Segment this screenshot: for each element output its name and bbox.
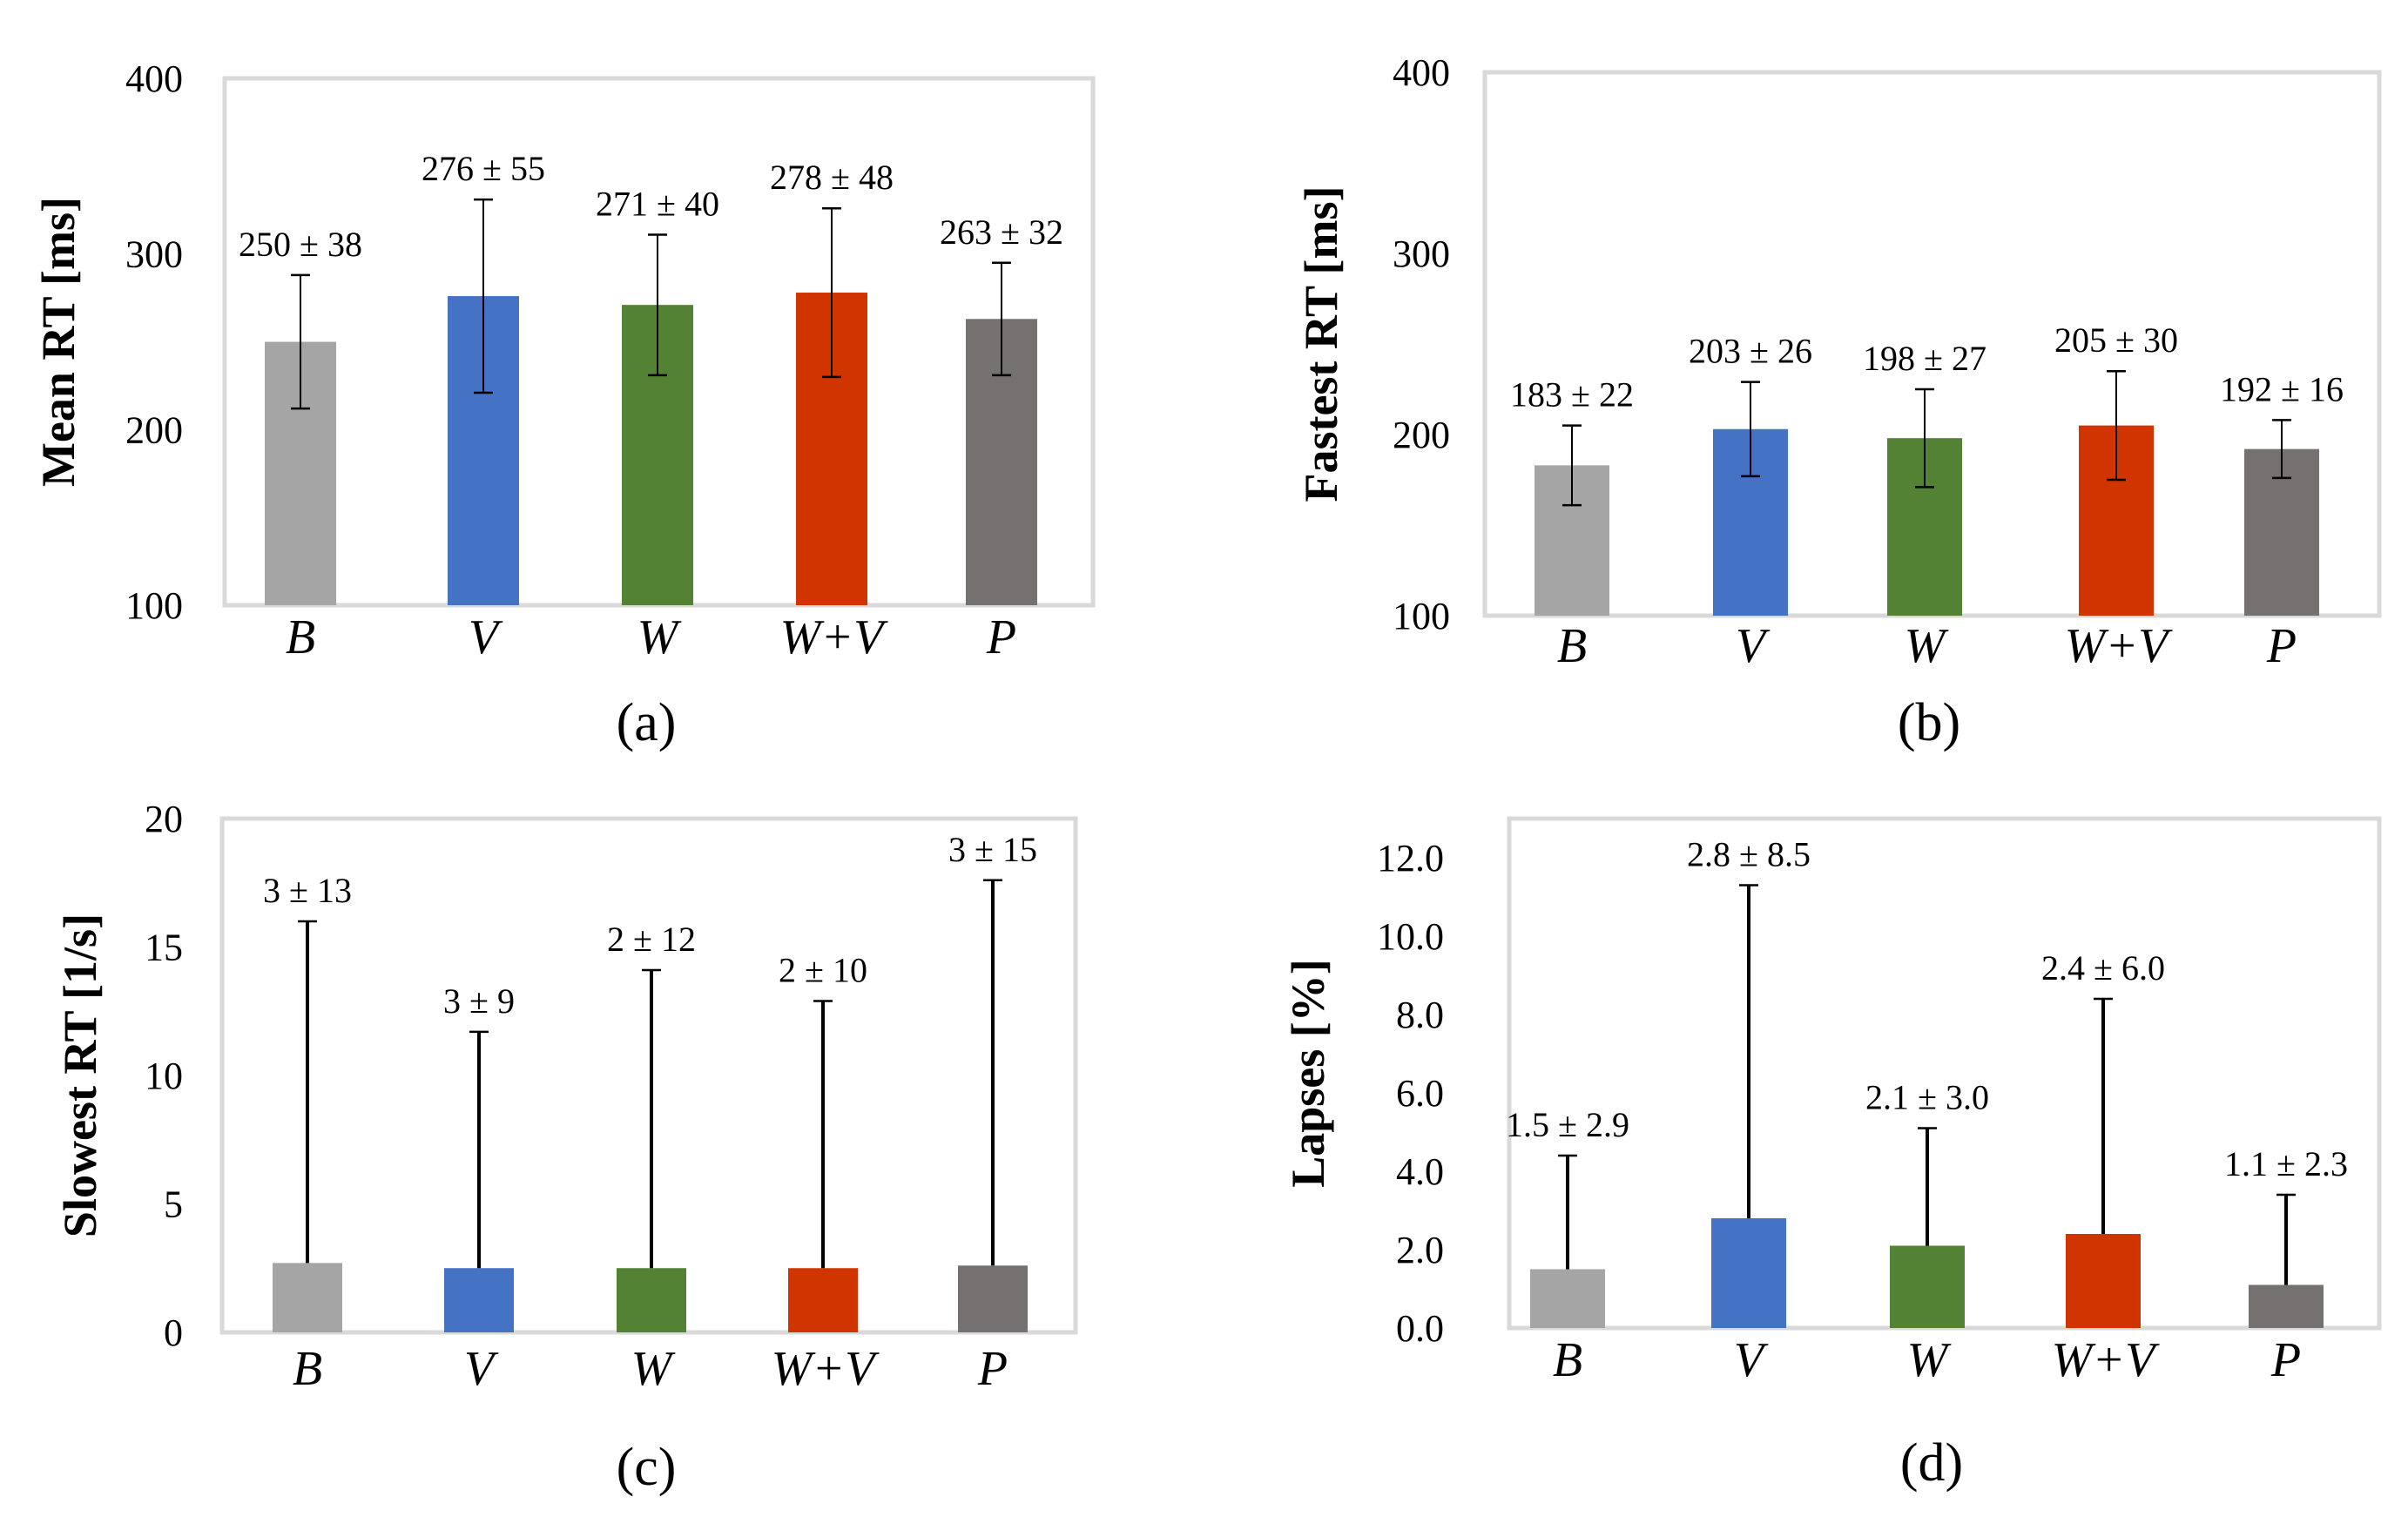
y-axis-label: Mean RT [ms] xyxy=(32,197,84,487)
y-tick-label: 5 xyxy=(164,1183,183,1226)
x-category-label: W+V xyxy=(772,1342,880,1396)
y-tick-label: 6.0 xyxy=(1396,1072,1444,1115)
y-tick-label: 4.0 xyxy=(1396,1150,1444,1193)
bar-B xyxy=(273,1263,342,1332)
y-tick-label: 100 xyxy=(125,584,183,627)
chart-panel-d: 0.0 2.0 4.0 6.0 8.0 10.0 12.0 Lapses [%] 1.5 ± 2… xyxy=(1282,816,2382,1493)
chart-panel-a: 100 200 300 400 Mean RT [ms] 250 ± 38 B 276 ± 5… xyxy=(32,57,1096,752)
x-category-label: W xyxy=(631,1342,676,1396)
data-label: 198 ± 27 xyxy=(1863,339,1986,378)
y-tick-label: 20 xyxy=(145,798,183,840)
data-label: 263 ± 32 xyxy=(940,212,1063,252)
chart-panel-b: 100 200 300 400 Fastest RT [ms] 183 ± 22 B 203 … xyxy=(1295,51,2382,752)
y-tick-label: 0.0 xyxy=(1396,1307,1444,1350)
x-category-label: W+V xyxy=(2052,1333,2160,1387)
data-label: 2.4 ± 6.0 xyxy=(2041,948,2165,988)
x-category-label: B xyxy=(1553,1333,1582,1387)
y-tick-label: 10 xyxy=(145,1055,183,1097)
x-category-label: W xyxy=(1907,1333,1952,1387)
chart-panel-c: 0 5 10 15 20 Slowest RT [1/s] 3 ± 13 B 3 ± 9 V 2 ±… xyxy=(54,798,1078,1497)
y-axis-label: Fastest RT [ms] xyxy=(1295,185,1347,502)
x-category-label: W xyxy=(1905,619,1949,673)
y-tick-label: 2.0 xyxy=(1396,1229,1444,1271)
y-tick-label: 200 xyxy=(125,408,183,451)
bar-P xyxy=(958,1265,1028,1332)
bar-V xyxy=(1711,1218,1786,1328)
y-tick-label: 10.0 xyxy=(1377,915,1444,958)
data-label: 2 ± 12 xyxy=(607,920,696,959)
data-label: 1.1 ± 2.3 xyxy=(2224,1144,2348,1183)
data-label: 3 ± 9 xyxy=(443,981,515,1021)
data-label: 3 ± 13 xyxy=(263,871,352,910)
x-category-label: V xyxy=(1736,619,1771,673)
data-label: 2.8 ± 8.5 xyxy=(1687,835,1811,874)
data-label: 271 ± 40 xyxy=(596,184,719,223)
x-category-label: V xyxy=(469,610,503,664)
y-axis-label: Lapses [%] xyxy=(1282,959,1334,1188)
x-category-label: P xyxy=(986,610,1016,664)
y-tick-label: 400 xyxy=(1393,51,1450,94)
y-tick-label: 12.0 xyxy=(1377,837,1444,880)
x-category-label: W+V xyxy=(2065,619,2173,673)
y-tick-label: 200 xyxy=(1393,414,1450,456)
bar-P xyxy=(2249,1284,2324,1328)
x-category-label: W xyxy=(637,610,682,664)
x-category-label: B xyxy=(293,1342,322,1396)
y-tick-label: 300 xyxy=(125,233,183,276)
data-label: 205 ± 30 xyxy=(2054,320,2178,360)
y-axis-label: Slowest RT [1/s] xyxy=(54,913,106,1237)
x-category-label: V xyxy=(464,1342,499,1396)
data-label: 192 ± 16 xyxy=(2220,369,2344,408)
y-tick-label: 0 xyxy=(164,1311,183,1354)
x-category-label: P xyxy=(2266,619,2297,673)
panel-caption: (d) xyxy=(1900,1433,1963,1493)
data-label: 203 ± 26 xyxy=(1689,332,1812,371)
bar-WplusV xyxy=(788,1268,858,1332)
bar-WplusV xyxy=(2066,1234,2141,1328)
y-tick-label: 400 xyxy=(125,57,183,100)
x-category-label: P xyxy=(2270,1333,2301,1387)
data-label: 1.5 ± 2.9 xyxy=(1506,1105,1629,1144)
data-label: 276 ± 55 xyxy=(422,149,545,188)
panel-caption: (a) xyxy=(617,693,677,752)
data-label: 3 ± 15 xyxy=(948,830,1037,869)
data-label: 278 ± 48 xyxy=(770,158,894,197)
x-category-label: B xyxy=(286,610,315,664)
x-category-label: W+V xyxy=(780,610,888,664)
panel-caption: (c) xyxy=(617,1438,677,1497)
y-tick-label: 15 xyxy=(145,927,183,969)
bar-V xyxy=(444,1268,514,1332)
x-category-label: V xyxy=(1734,1333,1769,1387)
data-label: 2 ± 10 xyxy=(779,950,867,989)
x-category-label: B xyxy=(1557,619,1587,673)
bar-B xyxy=(1530,1269,1605,1328)
bar-W xyxy=(1890,1245,1965,1328)
x-category-label: P xyxy=(977,1342,1008,1396)
data-label: 183 ± 22 xyxy=(1510,375,1634,415)
bar-W xyxy=(617,1268,686,1332)
y-tick-label: 300 xyxy=(1393,233,1450,275)
data-label: 250 ± 38 xyxy=(239,225,362,264)
panel-caption: (b) xyxy=(1898,693,1960,752)
data-label: 2.1 ± 3.0 xyxy=(1865,1078,1989,1117)
y-tick-label: 100 xyxy=(1393,595,1450,637)
y-tick-label: 8.0 xyxy=(1396,994,1444,1036)
